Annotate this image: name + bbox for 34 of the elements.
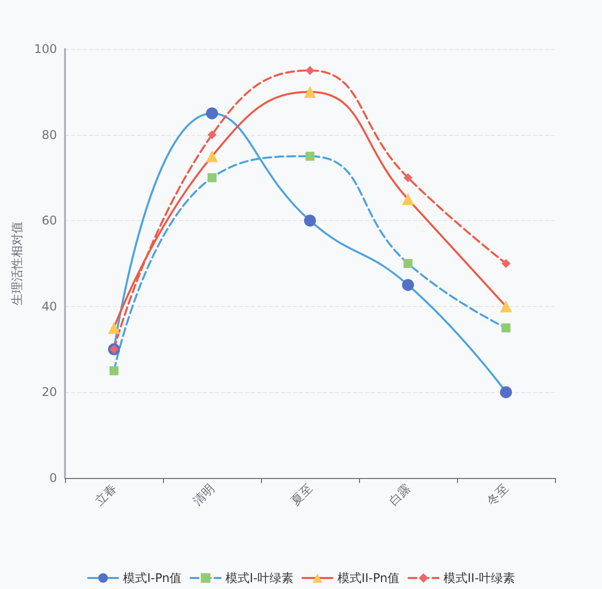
point: [206, 150, 218, 162]
point: [502, 323, 510, 332]
point: [306, 66, 314, 75]
y-tick-label: 80: [42, 128, 57, 142]
legend-label: 模式I-叶绿素: [226, 571, 294, 585]
legend-label: 模式II-Pn值: [337, 571, 400, 585]
point: [502, 259, 510, 268]
point: [108, 322, 120, 334]
point: [208, 130, 216, 140]
point: [206, 107, 218, 120]
x-tick-label: 立春: [92, 481, 119, 508]
y-axis-title: 生理活性相对值: [10, 222, 24, 306]
legend-label: 模式I-Pn值: [123, 571, 182, 585]
point: [404, 259, 412, 268]
y-tick-label: 100: [34, 42, 57, 56]
point: [208, 173, 216, 182]
x-tick-label: 冬至: [484, 481, 511, 508]
x-tick-label: 清明: [190, 481, 217, 508]
point: [404, 173, 412, 182]
y-tick-label: 20: [42, 385, 57, 400]
point: [402, 278, 414, 291]
y-tick-label: 60: [42, 214, 57, 228]
legend-label: 模式II-叶绿素: [444, 571, 515, 585]
point: [402, 193, 414, 206]
x-tick-label: 白露: [386, 481, 413, 508]
point: [500, 300, 512, 312]
point: [500, 386, 512, 398]
point: [306, 152, 314, 161]
x-tick-label: 夏至: [288, 481, 315, 508]
y-tick-label: 0: [49, 471, 57, 485]
point: [110, 366, 118, 376]
point: [304, 86, 316, 98]
y-tick-label: 40: [42, 299, 57, 314]
point: [304, 214, 316, 227]
